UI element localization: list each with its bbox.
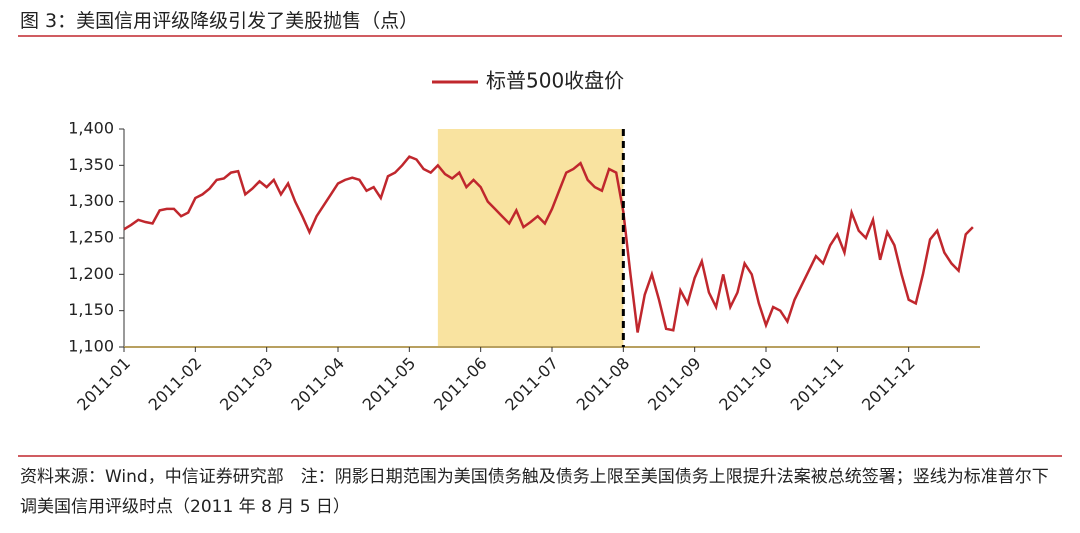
x-tick-label: 2011-01 [73, 354, 134, 415]
y-tick-label: 1,300 [68, 191, 114, 210]
note: 注：阴影日期范围为美国债务触及债务上限至美国债务上限提升法案被总统签署；竖线为标… [20, 467, 1049, 517]
series-line [123, 155, 974, 333]
x-tick-label: 2011-10 [715, 354, 776, 415]
title: 图 3：美国信用评级降级引发了美股抛售（点） [20, 10, 419, 32]
source: 资料来源：Wind，中信证券研究部 [20, 467, 284, 487]
y-tick-label: 1,250 [68, 228, 114, 247]
x-tick-label: 2011-05 [359, 354, 420, 415]
y-tick-label: 1,350 [68, 155, 114, 174]
y-tick-label: 1,100 [68, 337, 114, 356]
x-tick-label: 2011-12 [858, 354, 919, 415]
x-tick-label: 2011-08 [573, 354, 634, 415]
footer: 资料来源：Wind，中信证券研究部 注：阴影日期范围为美国债务触及债务上限至美国… [20, 462, 1060, 522]
x-tick-label: 2011-11 [787, 354, 848, 415]
x-tick-label: 2011-02 [145, 354, 206, 415]
x-tick-label: 2011-07 [501, 354, 562, 415]
shade [437, 129, 624, 347]
x-tick-label: 2011-03 [216, 354, 277, 415]
y-tick-label: 1,150 [68, 300, 114, 319]
y-tick-label: 1,400 [68, 119, 114, 138]
chart: 1,100 1,150 1,200 1,250 1,300 1,350 1,400 2011-… [18, 35, 1062, 457]
x-tick-label: 2011-04 [287, 354, 348, 415]
x-tick-label: 2011-06 [430, 354, 491, 415]
legend-label: 标普500收盘价 [486, 69, 624, 93]
x-tick-label: 2011-09 [644, 354, 705, 415]
y-tick-label: 1,200 [68, 264, 114, 283]
